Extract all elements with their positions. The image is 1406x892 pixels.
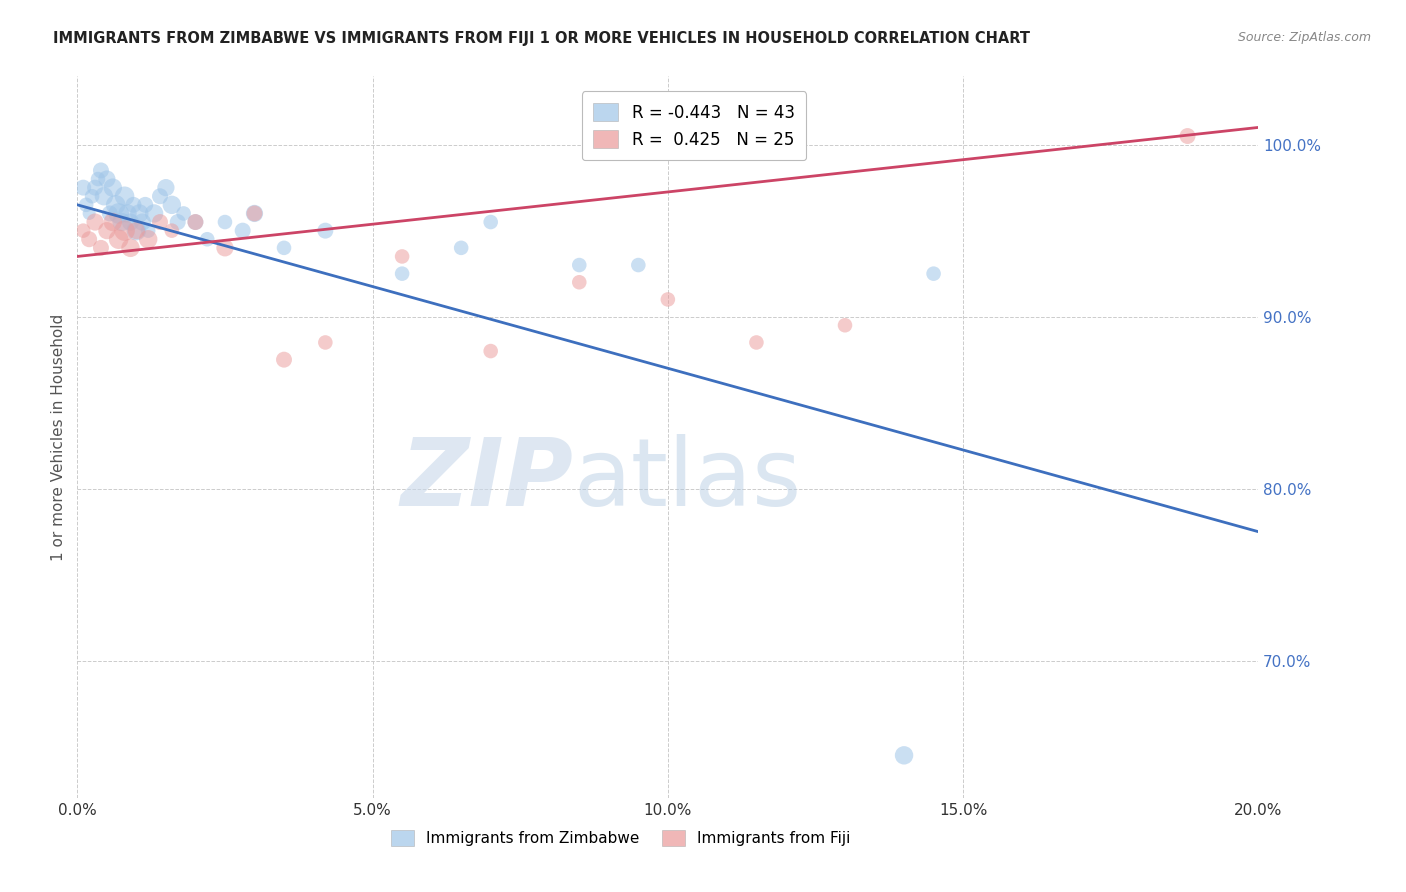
Point <box>120 215 142 229</box>
Point <box>160 198 183 212</box>
Point <box>834 318 856 333</box>
Point <box>84 215 107 229</box>
Point <box>122 198 145 212</box>
Point <box>77 232 100 246</box>
Point <box>568 275 591 289</box>
Point <box>125 224 148 238</box>
Point <box>391 249 413 264</box>
Point <box>214 215 236 229</box>
Point <box>107 232 129 246</box>
Point <box>243 206 266 220</box>
Point <box>87 172 110 186</box>
Point <box>98 206 121 220</box>
Point <box>111 215 132 229</box>
Text: Source: ZipAtlas.com: Source: ZipAtlas.com <box>1237 31 1371 45</box>
Text: atlas: atlas <box>574 434 801 526</box>
Point <box>149 189 172 203</box>
Point <box>184 215 207 229</box>
Point <box>136 232 159 246</box>
Point <box>232 224 254 238</box>
Point <box>75 198 97 212</box>
Point <box>173 206 195 220</box>
Point <box>96 224 118 238</box>
Point <box>184 215 207 229</box>
Point <box>114 224 136 238</box>
Point <box>922 267 945 281</box>
Point <box>243 206 266 220</box>
Point <box>166 215 188 229</box>
Point <box>90 241 112 255</box>
Point <box>143 206 166 220</box>
Point <box>214 241 236 255</box>
Point <box>1177 128 1199 143</box>
Point <box>128 206 150 220</box>
Point <box>90 163 112 178</box>
Point <box>160 224 183 238</box>
Point <box>155 180 177 194</box>
Point <box>273 352 295 367</box>
Text: IMMIGRANTS FROM ZIMBABWE VS IMMIGRANTS FROM FIJI 1 OR MORE VEHICLES IN HOUSEHOLD: IMMIGRANTS FROM ZIMBABWE VS IMMIGRANTS F… <box>53 31 1031 46</box>
Legend: Immigrants from Zimbabwe, Immigrants from Fiji: Immigrants from Zimbabwe, Immigrants fro… <box>384 824 856 852</box>
Point <box>657 293 679 307</box>
Point <box>77 206 100 220</box>
Point <box>136 224 159 238</box>
Point <box>72 224 94 238</box>
Point <box>93 189 115 203</box>
Point <box>149 215 172 229</box>
Point <box>101 180 124 194</box>
Point <box>627 258 650 272</box>
Point <box>120 241 142 255</box>
Y-axis label: 1 or more Vehicles in Household: 1 or more Vehicles in Household <box>51 313 66 561</box>
Point <box>195 232 218 246</box>
Point <box>82 189 104 203</box>
Text: ZIP: ZIP <box>401 434 574 526</box>
Point <box>107 206 129 220</box>
Point <box>479 215 502 229</box>
Point <box>96 172 118 186</box>
Point <box>84 180 107 194</box>
Point <box>273 241 295 255</box>
Point <box>72 180 94 194</box>
Point <box>893 748 915 763</box>
Point <box>745 335 768 350</box>
Point <box>114 189 136 203</box>
Point <box>131 215 153 229</box>
Point <box>125 224 148 238</box>
Point <box>101 215 124 229</box>
Point <box>391 267 413 281</box>
Point <box>104 198 127 212</box>
Point <box>479 344 502 359</box>
Point <box>134 198 156 212</box>
Point <box>314 224 336 238</box>
Point <box>450 241 472 255</box>
Point <box>568 258 591 272</box>
Point <box>314 335 336 350</box>
Point <box>117 206 139 220</box>
